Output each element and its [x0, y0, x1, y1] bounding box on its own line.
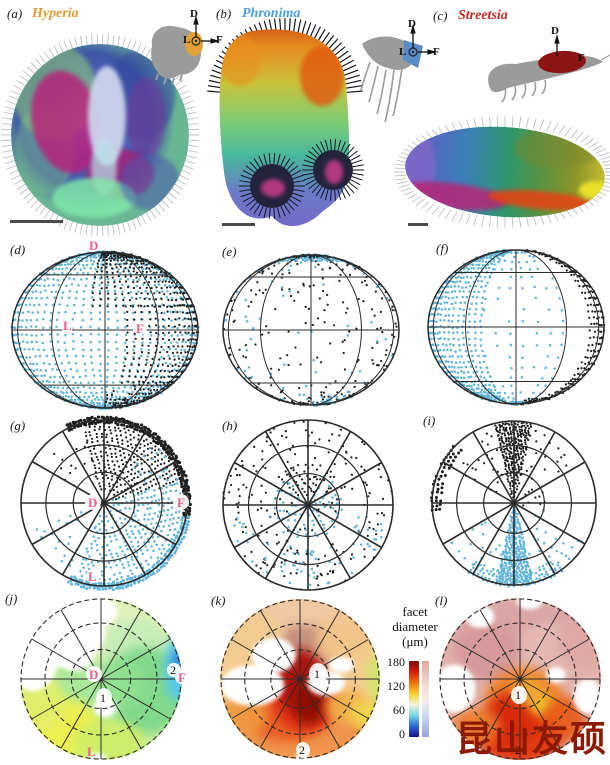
scale-bar-a: [10, 220, 63, 223]
heatmap-j-dorsal-label: D: [89, 667, 99, 682]
inset-a-axis-frontal-label: F: [216, 34, 223, 46]
inset-b-axis-frontal-label: F: [433, 46, 440, 58]
colorbar-title-line-2: diameter: [392, 619, 438, 634]
region-marker-1-l: 1: [515, 688, 521, 702]
region-marker-1-k: 1: [314, 667, 320, 681]
species-name-phronima: Phronima: [242, 6, 301, 21]
colorbar-gradient-pale: [422, 661, 429, 737]
polar-g-lateral-label: L: [88, 569, 97, 584]
region-marker-2-k: 2: [299, 743, 305, 757]
region-marker-2-j: 2: [170, 663, 176, 677]
colorbar-tick-0: 0: [399, 727, 405, 741]
colorbar-title-line-1: facet: [402, 604, 428, 619]
inset-b-axis-lateral-label: L: [399, 46, 407, 58]
inset-a-axis-dorsal-label: D: [190, 8, 198, 20]
panel-letter-h: (h): [222, 418, 238, 433]
scale-bar-b: [222, 223, 255, 226]
inset-c-axis-dorsal-label: D: [551, 25, 559, 37]
species-name-streetsia: Streetsia: [458, 8, 508, 23]
colorbar-title: facet diameter (μm): [381, 604, 449, 649]
panel-letter-k: (k): [211, 593, 226, 608]
scale-bar-c: [408, 223, 428, 226]
panel-letter-l: (l): [435, 593, 448, 608]
sphere-d-lateral-label: L: [63, 318, 72, 333]
polar-g-frontal-label: F: [177, 495, 185, 510]
panel-letter-d: (d): [10, 242, 26, 257]
inset-b-axis-dorsal-label: D: [408, 18, 416, 30]
inset-a-axis-lateral-label: L: [183, 34, 191, 46]
colorbar-tick-120: 120: [387, 679, 405, 693]
panel-letter-a: (a): [7, 6, 23, 21]
heatmap-j-frontal-label: F: [178, 670, 186, 685]
region-marker-1-j: 1: [100, 691, 106, 705]
species-name-hyperia: Hyperia: [32, 6, 79, 21]
inset-c-axis-frontal-label: F: [578, 52, 585, 64]
polar-g-dorsal-label: D: [88, 495, 98, 510]
sphere-d-frontal-label: F: [136, 321, 144, 336]
panel-letter-j: (j): [5, 591, 18, 606]
colorbar-tick-180: 180: [387, 655, 405, 669]
panel-letter-c: (c): [433, 8, 448, 23]
panel-letter-g: (g): [10, 418, 26, 433]
region-marker-2-l: 2: [515, 743, 521, 757]
heatmap-j-lateral-label: L: [87, 744, 96, 759]
panel-letter-e: (e): [222, 244, 237, 259]
panel-letter-i: (i): [423, 413, 436, 428]
panel-letter-b: (b): [216, 6, 232, 21]
watermark-text: 昆山友硕: [456, 719, 609, 760]
colorbar-tick-60: 60: [393, 703, 405, 717]
colorbar-title-line-3: (μm): [402, 634, 428, 649]
panel-letter-f: (f): [436, 241, 449, 256]
sphere-d-dorsal-label: D: [89, 238, 99, 253]
colorbar-gradient-saturated: [409, 661, 419, 737]
